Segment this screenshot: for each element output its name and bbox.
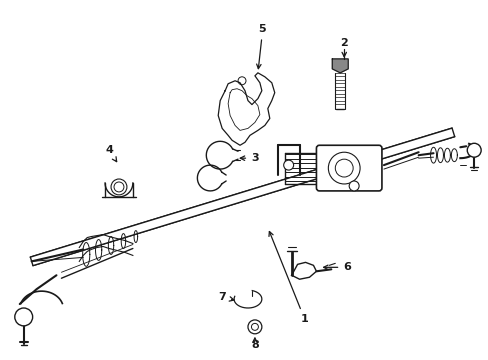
Text: 8: 8 — [250, 340, 258, 350]
Circle shape — [327, 152, 359, 184]
Circle shape — [15, 308, 33, 326]
Polygon shape — [332, 59, 347, 73]
Text: 4: 4 — [105, 145, 117, 162]
Text: 3: 3 — [240, 153, 258, 163]
Polygon shape — [30, 128, 454, 266]
Circle shape — [247, 320, 262, 334]
Text: 5: 5 — [258, 24, 265, 34]
Text: 6: 6 — [323, 262, 350, 272]
Text: 1: 1 — [268, 231, 308, 324]
Text: 2: 2 — [340, 38, 347, 48]
Circle shape — [348, 181, 358, 191]
Circle shape — [283, 160, 293, 170]
Circle shape — [467, 143, 480, 157]
Circle shape — [111, 179, 127, 195]
FancyBboxPatch shape — [316, 145, 381, 191]
Text: 7: 7 — [218, 292, 234, 302]
